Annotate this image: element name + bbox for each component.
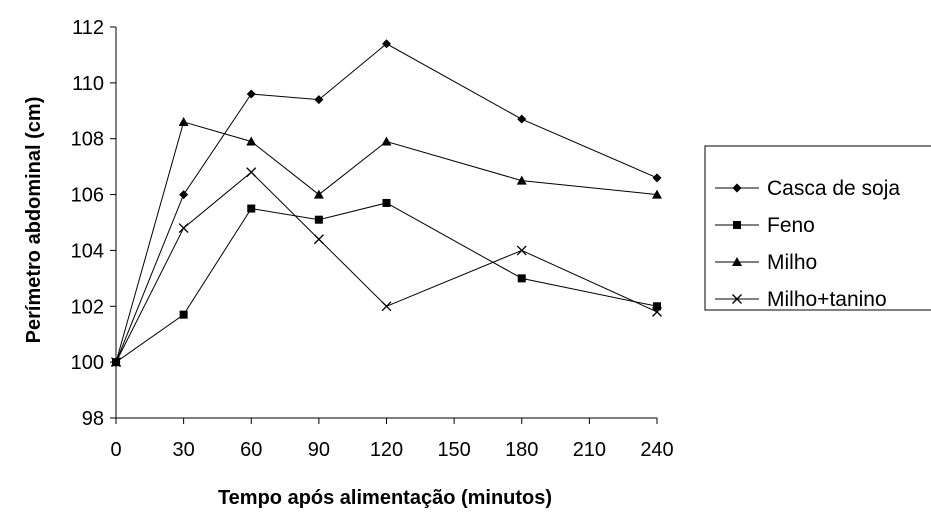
legend-label: Casca de soja bbox=[767, 177, 900, 200]
legend-marker bbox=[732, 183, 742, 193]
y-tick-label: 112 bbox=[72, 17, 104, 39]
series-line bbox=[115, 202, 658, 363]
y-tick-label: 100 bbox=[71, 352, 104, 374]
legend-box bbox=[704, 145, 931, 311]
x-axis-title: Tempo após alimentação (minutos) bbox=[218, 487, 552, 509]
data-point bbox=[178, 116, 189, 126]
series-square bbox=[112, 198, 661, 367]
series-diamond bbox=[111, 39, 662, 367]
x-tick-label: 210 bbox=[573, 439, 606, 461]
legend-label: Milho bbox=[767, 251, 817, 274]
x-tick-label: 150 bbox=[437, 439, 470, 461]
data-point bbox=[382, 198, 391, 207]
legend-marker bbox=[732, 294, 742, 304]
data-point bbox=[517, 274, 526, 283]
legend-entry: Feno bbox=[715, 214, 815, 237]
data-point bbox=[246, 167, 257, 178]
series-x bbox=[111, 167, 662, 368]
data-point bbox=[314, 95, 324, 105]
y-tick-label: 104 bbox=[71, 240, 104, 262]
data-point bbox=[111, 357, 121, 368]
data-point bbox=[381, 301, 392, 312]
data-point bbox=[652, 306, 662, 317]
x-tick-label: 0 bbox=[110, 439, 121, 461]
legend-marker bbox=[732, 257, 742, 266]
y-tick-label: 102 bbox=[71, 296, 104, 318]
x-tick-label: 240 bbox=[640, 439, 673, 461]
data-point bbox=[382, 39, 391, 49]
data-point bbox=[516, 175, 527, 185]
y-tick-label: 108 bbox=[71, 129, 104, 151]
data-point bbox=[179, 190, 189, 200]
data-point bbox=[652, 189, 662, 199]
axes bbox=[110, 26, 658, 424]
legend-label: Milho+tanino bbox=[767, 288, 887, 311]
data-point bbox=[313, 189, 324, 199]
y-tick-label: 98 bbox=[82, 408, 104, 430]
y-tick-labels: 98 100 102 104 106 108 110 112 bbox=[71, 17, 104, 430]
legend: Casca de soja Feno Milho Milho+tanino bbox=[704, 145, 931, 311]
legend-entry: Milho bbox=[715, 251, 817, 274]
data-point bbox=[179, 310, 188, 319]
x-tick-label: 90 bbox=[308, 439, 330, 461]
data-point bbox=[246, 136, 257, 146]
x-tick-label: 30 bbox=[173, 439, 195, 461]
data-point bbox=[246, 89, 256, 99]
series-layer bbox=[111, 39, 662, 368]
data-point bbox=[247, 204, 256, 213]
data-point bbox=[313, 234, 324, 245]
data-point bbox=[516, 245, 527, 256]
legend-label: Feno bbox=[767, 214, 815, 237]
y-tick-label: 106 bbox=[71, 185, 104, 207]
data-point bbox=[314, 215, 323, 224]
data-point bbox=[517, 114, 527, 124]
series-triangle bbox=[111, 116, 662, 367]
x-tick-label: 120 bbox=[370, 439, 403, 461]
data-point bbox=[178, 223, 189, 234]
series-line bbox=[115, 121, 658, 363]
data-point bbox=[381, 136, 392, 146]
data-point bbox=[652, 173, 662, 183]
legend-entry: Casca de soja bbox=[715, 177, 900, 200]
y-tick-label: 110 bbox=[72, 73, 104, 95]
legend-marker bbox=[733, 221, 741, 229]
data-point bbox=[653, 302, 661, 311]
x-tick-label: 60 bbox=[240, 439, 262, 461]
legend-entry: Milho+tanino bbox=[715, 288, 887, 311]
x-tick-label: 180 bbox=[505, 439, 538, 461]
x-tick-labels: 0 30 60 90 120 150 180 210 240 bbox=[110, 439, 673, 461]
y-axis-title: Perímetro abdominal (cm) bbox=[23, 97, 45, 344]
